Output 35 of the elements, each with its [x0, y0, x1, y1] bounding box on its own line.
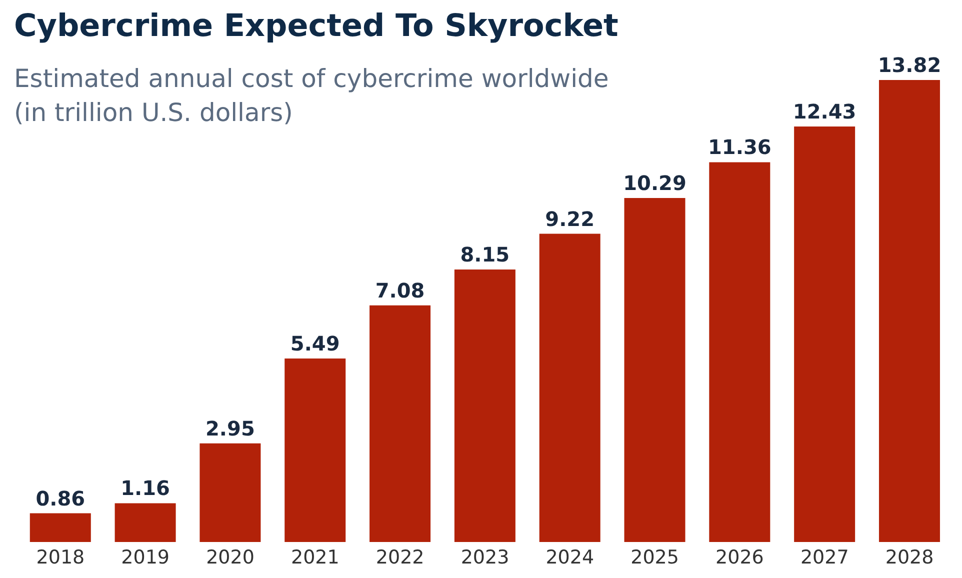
data-label: 0.86 [36, 486, 86, 510]
bar [624, 198, 686, 542]
x-tick-label: 2026 [716, 546, 764, 568]
x-tick-label: 2019 [121, 546, 170, 568]
x-tick-label: 2018 [36, 546, 85, 568]
data-label: 5.49 [290, 331, 340, 356]
bar [709, 162, 770, 542]
x-tick-label: 2020 [206, 546, 254, 568]
data-label: 7.08 [375, 278, 425, 302]
data-label: 9.22 [545, 206, 595, 231]
data-label: 1.16 [120, 476, 170, 500]
x-tick-label: 2022 [376, 546, 424, 568]
x-tick-label: 2021 [291, 546, 340, 568]
x-tick-label: 2023 [460, 546, 510, 568]
data-label: 12.43 [792, 99, 856, 124]
bar [794, 126, 856, 542]
bar [200, 443, 261, 542]
bar [454, 270, 516, 542]
data-label: 2.95 [206, 416, 255, 440]
bar [878, 80, 940, 542]
bar [114, 503, 176, 542]
data-label: 10.29 [623, 171, 686, 196]
data-label: 13.82 [878, 53, 942, 77]
chart-title: Cybercrime Expected To Skyrocket [14, 8, 618, 44]
chart-subtitle: Estimated annual cost of cybercrime worldwide (in trillion U.S. dollars) [14, 63, 609, 129]
x-tick-label: 2025 [630, 546, 679, 568]
x-tick-label: 2024 [546, 546, 594, 568]
bar [284, 358, 346, 542]
bar [30, 513, 91, 542]
bar [539, 234, 600, 542]
data-label: 8.15 [460, 242, 510, 267]
x-tick-label: 2028 [885, 546, 934, 568]
x-tick-label: 2027 [800, 546, 849, 568]
bar [370, 305, 431, 542]
data-label: 11.36 [708, 135, 772, 160]
